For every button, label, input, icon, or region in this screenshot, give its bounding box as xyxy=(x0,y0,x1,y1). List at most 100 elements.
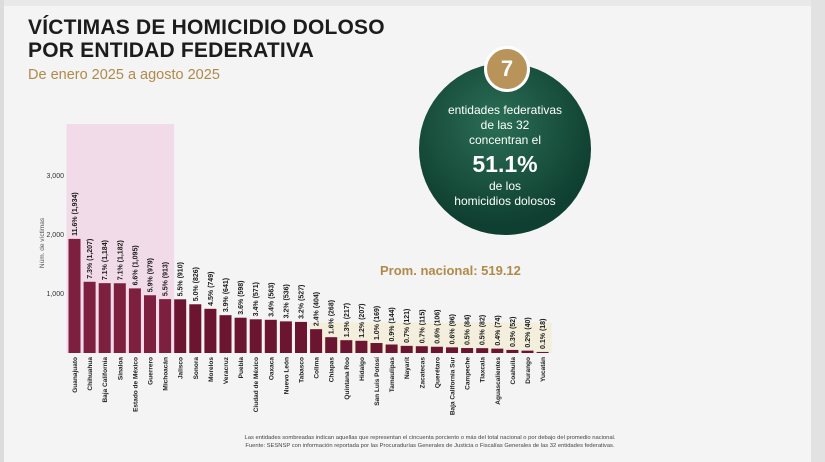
window-right-edge xyxy=(811,0,825,462)
value-label-15: 3.2% (527) xyxy=(299,285,306,319)
value-label-28: 0.4% (74) xyxy=(495,315,502,345)
value-label-0: 11.6% (1,934) xyxy=(72,192,79,236)
bar-5 xyxy=(144,295,156,353)
value-label-18: 1.3% (217) xyxy=(344,303,351,337)
window-left-edge xyxy=(0,0,4,462)
bar-24 xyxy=(430,346,443,353)
callout-badge: 7 xyxy=(484,46,530,92)
category-label-29: Coahuila xyxy=(510,357,517,385)
value-label-10: 3.9% (641) xyxy=(223,278,230,312)
category-label-0: Guanajuato xyxy=(72,357,79,393)
bar-3 xyxy=(113,283,126,353)
value-label-9: 4.5% (749) xyxy=(208,272,215,306)
value-label-27: 0.5% (82) xyxy=(480,315,487,345)
callout-line-1: entidades federativas xyxy=(447,103,563,117)
bar-9 xyxy=(204,308,217,353)
bar-22 xyxy=(400,345,413,353)
bar-13 xyxy=(264,319,277,353)
bar-18 xyxy=(340,340,353,353)
value-label-4: 6.6% (1,095) xyxy=(132,245,139,285)
category-label-12: Ciudad de México xyxy=(253,357,260,412)
category-label-28: Aguascalientes xyxy=(495,357,502,405)
footnote-2: Fuente: SESNSP con información reportada… xyxy=(245,443,615,449)
bar-19 xyxy=(355,340,368,353)
value-label-25: 0.6% (96) xyxy=(450,314,457,344)
callout-line-4: de los xyxy=(488,179,522,193)
title-line-2: POR ENTIDAD FEDERATIVA xyxy=(28,39,314,62)
category-label-9: Morelos xyxy=(208,357,215,382)
category-label-21: Tamaulipas xyxy=(389,357,396,393)
category-label-31: Yucatán xyxy=(540,357,547,382)
bar-6 xyxy=(159,299,172,353)
bar-21 xyxy=(385,344,398,353)
footnote-1: Las entidades sombreadas indican aquella… xyxy=(244,435,616,441)
value-label-3: 7.1% (1,182) xyxy=(117,240,124,280)
value-label-7: 5.5% (910) xyxy=(178,262,185,296)
bar-17 xyxy=(325,337,338,353)
y-tick-label: 2,000 xyxy=(46,232,64,239)
value-label-30: 0.2% (40) xyxy=(525,317,532,347)
category-label-3: Sinaloa xyxy=(117,357,124,381)
value-label-21: 0.9% (144) xyxy=(389,307,396,341)
callout-percent: 51.1% xyxy=(472,151,538,177)
value-label-5: 5.9% (979) xyxy=(148,258,155,292)
bar-14 xyxy=(279,321,292,353)
bar-16 xyxy=(310,329,323,353)
callout-text-bottom: de los homicidios dolosos xyxy=(419,179,591,209)
category-label-5: Guerrero xyxy=(148,357,155,385)
bar-20 xyxy=(370,343,383,353)
bar-25 xyxy=(446,347,458,353)
value-label-31: 0.1% (18) xyxy=(540,319,547,349)
category-label-1: Chihuahua xyxy=(87,357,94,391)
value-label-12: 3.4% (571) xyxy=(253,282,260,316)
category-label-2: Baja California xyxy=(102,357,109,403)
bar-26 xyxy=(461,348,474,353)
value-label-17: 1.6% (268) xyxy=(329,300,336,334)
page-subtitle: De enero 2025 a agosto 2025 xyxy=(28,67,220,83)
bar-31 xyxy=(536,351,549,353)
bar-29 xyxy=(506,349,519,353)
bar-2 xyxy=(98,283,111,353)
average-label: Prom. nacional: 519.12 xyxy=(380,263,521,278)
category-label-14: Nuevo León xyxy=(283,357,290,394)
bar-12 xyxy=(249,319,262,353)
category-label-18: Quintana Roo xyxy=(344,357,351,400)
category-label-19: Hidalgo xyxy=(359,357,366,381)
value-label-6: 5.5% (913) xyxy=(163,262,170,296)
category-label-10: Veracruz xyxy=(223,356,230,384)
value-label-23: 0.7% (115) xyxy=(419,309,426,343)
bar-7 xyxy=(174,299,187,353)
category-label-13: Oaxaca xyxy=(268,357,275,381)
value-label-29: 0.3% (52) xyxy=(510,317,517,347)
value-label-13: 3.4% (563) xyxy=(268,283,275,317)
value-label-8: 5.0% (826) xyxy=(193,267,200,301)
value-label-1: 7.3% (1,207) xyxy=(87,239,94,279)
bar-1 xyxy=(83,281,96,353)
page-title: VÍCTIMAS DE HOMICIDIO DOLOSO POR ENTIDAD… xyxy=(28,16,385,62)
category-label-26: Campeche xyxy=(465,357,472,390)
category-label-6: Michoacán xyxy=(163,357,170,391)
category-label-23: Zacatecas xyxy=(419,357,426,389)
value-label-14: 3.2% (536) xyxy=(283,284,290,318)
category-label-8: Sonora xyxy=(193,357,200,380)
callout-line-2: de las 32 xyxy=(480,118,530,132)
category-label-15: Tabasco xyxy=(299,357,306,383)
value-label-24: 0.6% (106) xyxy=(434,309,441,343)
value-label-19: 1.2% (207) xyxy=(359,304,366,338)
bar-0 xyxy=(68,238,81,353)
category-label-25: Baja California Sur xyxy=(450,357,457,416)
category-label-11: Puebla xyxy=(238,357,245,379)
callout-line-5: homicidios dolosos xyxy=(454,194,556,208)
callout-line-3: concentran el xyxy=(468,133,542,147)
category-label-20: San Luis Potosí xyxy=(374,357,381,406)
bar-23 xyxy=(415,346,428,353)
value-label-11: 3.6% (598) xyxy=(238,280,245,314)
bar-4 xyxy=(128,288,141,353)
category-label-4: Estado de México xyxy=(132,357,139,412)
category-label-17: Chiapas xyxy=(329,357,336,383)
category-label-24: Querétaro xyxy=(434,357,441,388)
value-label-20: 1.0% (169) xyxy=(374,306,381,340)
y-tick-label: 3,000 xyxy=(46,173,64,180)
